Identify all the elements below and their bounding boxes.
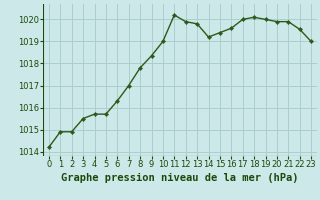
X-axis label: Graphe pression niveau de la mer (hPa): Graphe pression niveau de la mer (hPa) [61,173,299,183]
